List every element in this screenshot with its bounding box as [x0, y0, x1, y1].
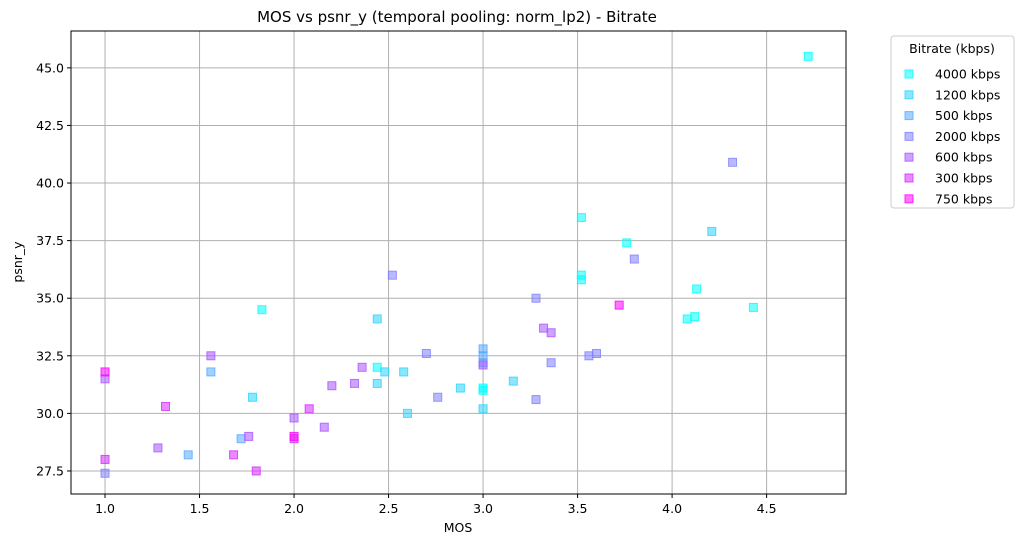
points-layer [100, 51, 813, 478]
data-point [319, 422, 329, 432]
legend-marker [904, 90, 914, 100]
y-tick-label: 40.0 [36, 176, 64, 191]
data-point [614, 300, 624, 310]
y-tick-label: 42.5 [36, 118, 64, 133]
ticks-layer: 1.0 1.5 2.0 2.5 3.0 3.5 4.0 4.5 27.5 30.0 32.5 35.0… [36, 60, 776, 516]
legend-label: 300 kbps [935, 171, 992, 186]
data-point [508, 376, 518, 386]
x-tick-label: 4.0 [662, 501, 682, 516]
data-point [153, 443, 163, 453]
data-point [387, 270, 397, 280]
data-point [206, 367, 216, 377]
data-point [327, 381, 337, 391]
x-tick-label: 2.0 [284, 501, 304, 516]
x-tick-label: 4.5 [757, 501, 777, 516]
legend-label: 1200 kbps [935, 87, 1000, 102]
legend-label: 2000 kbps [935, 129, 1000, 144]
data-point [622, 238, 632, 248]
legend-marker [904, 111, 914, 121]
data-point [692, 284, 702, 294]
data-point [372, 362, 382, 372]
data-point [682, 314, 692, 324]
y-tick-label: 35.0 [36, 291, 64, 306]
x-tick-label: 3.0 [473, 501, 493, 516]
data-point [478, 404, 488, 414]
data-point [576, 213, 586, 223]
y-tick-label: 45.0 [36, 60, 64, 75]
data-point [380, 367, 390, 377]
legend-marker [904, 69, 914, 79]
legend-marker [904, 131, 914, 141]
data-point [748, 302, 758, 312]
data-point [206, 351, 216, 361]
y-tick-label: 32.5 [36, 348, 64, 363]
x-tick-label: 1.5 [190, 501, 210, 516]
legend: Bitrate (kbps) 4000 kbps 1200 kbps 500 kbp… [890, 35, 1015, 209]
y-tick-label: 27.5 [36, 463, 64, 478]
data-point [478, 385, 488, 395]
data-point [100, 367, 110, 377]
data-point [357, 362, 367, 372]
data-point [803, 51, 813, 61]
data-point [372, 378, 382, 388]
data-point [247, 392, 257, 402]
legend-box [890, 35, 1015, 209]
data-point [546, 358, 556, 368]
legend-label: 4000 kbps [935, 67, 1000, 82]
x-tick-label: 1.0 [95, 501, 115, 516]
data-point [690, 312, 700, 322]
data-point [304, 404, 314, 414]
data-point [433, 392, 443, 402]
data-point [728, 157, 738, 167]
data-point [421, 348, 431, 358]
data-point [402, 408, 412, 418]
data-point [707, 226, 717, 236]
y-tick-label: 37.5 [36, 233, 64, 248]
chart-title: MOS vs psnr_y (temporal pooling: norm_lp… [257, 8, 657, 27]
data-point [478, 360, 488, 370]
data-point [576, 275, 586, 285]
data-point [372, 314, 382, 324]
data-point [546, 328, 556, 338]
grid-layer [71, 31, 846, 494]
data-point [584, 351, 594, 361]
data-point [100, 454, 110, 464]
y-tick-label: 30.0 [36, 406, 64, 421]
legend-label: 500 kbps [935, 108, 992, 123]
data-point [257, 305, 267, 315]
data-point [289, 413, 299, 423]
legend-label: 600 kbps [935, 150, 992, 165]
legend-title: Bitrate (kbps) [909, 41, 995, 56]
data-point [229, 450, 239, 460]
x-tick-label: 3.5 [568, 501, 588, 516]
legend-marker [904, 173, 914, 183]
data-point [236, 434, 246, 444]
data-point [531, 395, 541, 405]
data-point [251, 466, 261, 476]
data-point [244, 431, 254, 441]
data-point [350, 378, 360, 388]
legend-marker [904, 194, 914, 204]
data-point [629, 254, 639, 264]
data-point [289, 431, 299, 441]
data-point [591, 348, 601, 358]
data-point [531, 293, 541, 303]
plot-frame [70, 30, 847, 495]
data-point [539, 323, 549, 333]
x-tick-label: 2.5 [379, 501, 399, 516]
data-point [161, 401, 171, 411]
x-axis-label: MOS [444, 520, 473, 535]
legend-items: 4000 kbps 1200 kbps 500 kbps 2000 kbps 600 k… [904, 67, 1000, 206]
legend-marker [904, 152, 914, 162]
data-point [100, 468, 110, 478]
data-point [455, 383, 465, 393]
data-point [399, 367, 409, 377]
y-axis-label: psnr_y [10, 241, 25, 283]
data-point [183, 450, 193, 460]
legend-label: 750 kbps [935, 191, 992, 206]
